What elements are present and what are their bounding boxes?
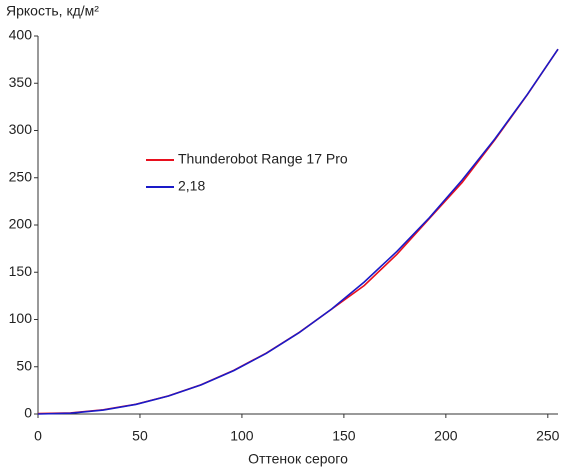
y-tick-label: 250 — [9, 168, 33, 184]
y-tick-label: 300 — [9, 121, 33, 137]
y-tick-label: 200 — [9, 216, 33, 232]
legend-label: 2,18 — [178, 178, 205, 194]
y-tick-label: 400 — [9, 27, 33, 43]
y-tick-label: 350 — [9, 74, 33, 90]
y-axis-label: Яркость, кд/м² — [6, 3, 99, 19]
x-axis-label: Оттенок серого — [248, 451, 348, 467]
x-tick-label: 200 — [434, 428, 458, 444]
x-tick-label: 0 — [34, 428, 42, 444]
legend-label: Thunderobot Range 17 Pro — [178, 151, 348, 167]
y-tick-label: 100 — [9, 310, 33, 326]
series-line — [37, 48, 559, 415]
y-tick-label: 150 — [9, 263, 33, 279]
x-tick-label: 150 — [332, 428, 356, 444]
y-tick-label: 50 — [16, 357, 32, 373]
series-line — [37, 48, 559, 415]
y-tick-label: 0 — [24, 405, 32, 421]
x-tick-label: 100 — [230, 428, 254, 444]
x-tick-label: 50 — [132, 428, 148, 444]
x-tick-label: 250 — [536, 428, 560, 444]
